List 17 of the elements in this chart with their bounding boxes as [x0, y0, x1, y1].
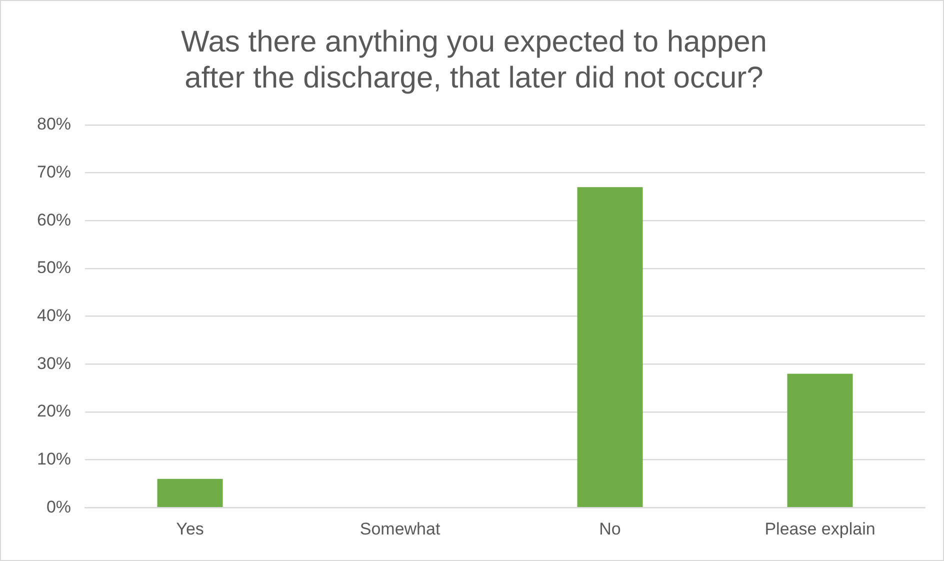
- y-tick-label: 50%: [36, 258, 72, 278]
- y-tick-label: 30%: [36, 354, 72, 373]
- y-tick-label: 60%: [36, 210, 72, 230]
- y-tick-label: 70%: [36, 162, 72, 182]
- bar: [577, 187, 643, 507]
- bar: [787, 374, 853, 507]
- y-tick-label: 80%: [36, 114, 72, 134]
- y-tick-label: 10%: [36, 449, 72, 468]
- x-tick-label: Please explain: [764, 519, 876, 538]
- x-tick-label: Yes: [176, 519, 204, 538]
- x-tick-label: Somewhat: [360, 519, 440, 538]
- y-tick-label: 20%: [36, 402, 72, 421]
- x-tick-label: No: [599, 519, 621, 538]
- bar: [157, 478, 223, 507]
- chart-title: Was there anything you expected to happen after the discharge, that later did not occur?: [181, 25, 767, 94]
- y-tick-label: 40%: [36, 306, 72, 325]
- y-tick-label: 0%: [46, 497, 72, 516]
